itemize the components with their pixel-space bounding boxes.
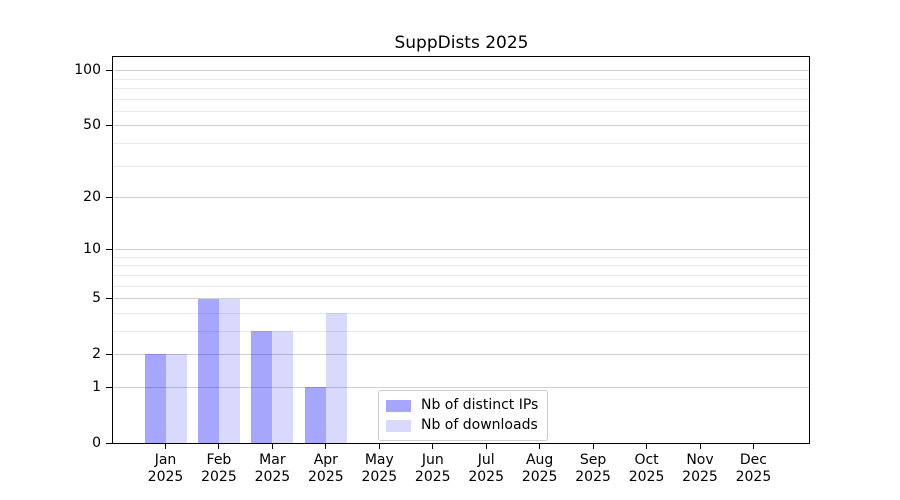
gridline-minor: [113, 274, 809, 276]
x-tick-mark: [699, 444, 701, 449]
x-tick-label: Dec 2025: [735, 452, 772, 485]
gridline-minor: [113, 111, 809, 113]
bar-distinct-ips: [197, 298, 219, 443]
gridline-minor: [113, 78, 809, 80]
y-tick-mark: [106, 442, 113, 444]
gridline-major: [113, 125, 809, 127]
bar-downloads: [272, 331, 294, 443]
gridline-minor: [113, 312, 809, 314]
x-tick-mark: [271, 444, 273, 449]
x-tick-label: May 2025: [361, 452, 398, 485]
x-tick-mark: [646, 444, 648, 449]
gridline-minor: [113, 165, 809, 167]
legend-item-distinct-ips: Nb of distinct IPs: [386, 397, 538, 414]
legend-item-downloads: Nb of downloads: [386, 417, 538, 434]
gridline-minor: [113, 256, 809, 258]
legend-swatch-distinct-ips: [386, 399, 411, 412]
y-tick-label: 50: [83, 117, 101, 134]
legend-label-distinct-ips: Nb of distinct IPs: [421, 397, 539, 413]
y-tick-mark: [106, 125, 113, 127]
legend-label-downloads: Nb of downloads: [421, 417, 538, 433]
y-tick-mark: [106, 249, 113, 251]
gridline-minor: [113, 88, 809, 90]
y-tick-mark: [106, 70, 113, 72]
plot-area: [112, 56, 810, 444]
bar-distinct-ips: [144, 354, 166, 443]
y-tick-label: 1: [92, 378, 101, 395]
x-tick-label: Oct 2025: [628, 452, 665, 485]
gridline-major: [113, 353, 809, 355]
x-tick-mark: [218, 444, 220, 449]
y-tick-mark: [106, 197, 113, 199]
y-tick-mark: [106, 298, 113, 300]
x-tick-mark: [592, 444, 594, 449]
gridline-major: [113, 298, 809, 300]
bar-downloads: [325, 313, 347, 443]
x-tick-label: Sep 2025: [575, 452, 611, 485]
bar-distinct-ips: [251, 331, 273, 443]
y-tick-label: 5: [92, 290, 101, 307]
x-tick-mark: [485, 444, 487, 449]
gridline-minor: [113, 98, 809, 100]
x-tick-label: Feb 2025: [201, 452, 237, 485]
x-tick-label: Aug 2025: [521, 452, 558, 485]
gridline-minor: [113, 285, 809, 287]
y-tick-label: 0: [92, 434, 101, 451]
bar-downloads: [218, 298, 240, 443]
x-tick-mark: [752, 444, 754, 449]
x-tick-label: Mar 2025: [254, 452, 291, 485]
y-tick-label: 100: [74, 62, 101, 79]
gridline-minor: [113, 265, 809, 267]
x-tick-label: Jun 2025: [414, 452, 451, 485]
gridline-major: [113, 386, 809, 388]
x-tick-label: Jul 2025: [468, 452, 504, 485]
y-tick-label: 10: [83, 241, 101, 258]
gridline-major: [113, 70, 809, 72]
x-tick-mark: [165, 444, 166, 449]
gridline-minor: [113, 143, 809, 145]
legend-swatch-downloads: [386, 419, 411, 432]
gridline-major: [113, 249, 809, 251]
x-tick-mark: [539, 444, 541, 449]
y-tick-label: 20: [83, 189, 101, 206]
x-tick-mark: [378, 444, 380, 449]
y-tick-mark: [106, 386, 113, 388]
bar-distinct-ips: [304, 387, 326, 443]
gridline-minor: [113, 330, 809, 332]
legend: Nb of distinct IPs Nb of downloads: [378, 390, 549, 441]
gridline-major: [113, 197, 809, 199]
x-tick-label: Apr 2025: [308, 452, 344, 485]
x-tick-label: Nov 2025: [682, 452, 718, 485]
x-tick-mark: [432, 444, 434, 449]
chart-title: SuppDists 2025: [394, 33, 529, 53]
x-tick-label: Jan 2025: [147, 452, 184, 485]
y-tick-label: 2: [92, 345, 101, 362]
x-tick-mark: [325, 444, 327, 449]
bar-downloads: [165, 354, 187, 443]
y-tick-mark: [106, 353, 113, 355]
